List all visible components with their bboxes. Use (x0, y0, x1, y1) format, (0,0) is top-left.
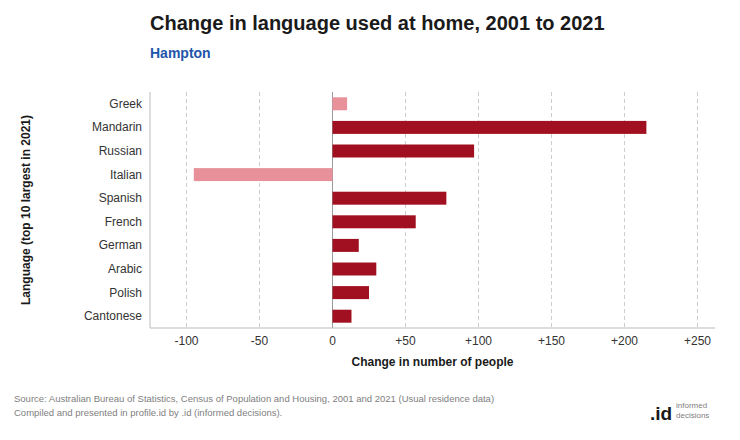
logo-text: informed (676, 401, 707, 410)
y-tick-label: Russian (99, 144, 142, 158)
x-tick-label: 0 (329, 334, 336, 348)
y-tick-label: Greek (109, 97, 143, 111)
x-tick-label: +150 (538, 334, 565, 348)
x-tick-label: -100 (174, 334, 198, 348)
grid-line (697, 92, 698, 328)
bar (332, 286, 368, 299)
grid-line (186, 92, 187, 328)
bar (332, 192, 446, 205)
x-tick-label: +100 (465, 334, 492, 348)
grid-line (259, 92, 260, 328)
logo-text: decisions (676, 411, 709, 420)
y-tick-label: Cantonese (84, 309, 142, 323)
bar (332, 215, 415, 228)
y-tick-label: German (99, 238, 142, 252)
y-tick-label: French (105, 215, 142, 229)
bar (332, 310, 351, 323)
bar (332, 239, 358, 252)
y-tick-label: Spanish (99, 191, 142, 205)
y-tick-label: Arabic (108, 262, 142, 276)
x-axis-line (150, 328, 715, 329)
chart: Change in language used at home, 2001 to… (0, 0, 740, 440)
x-tick-label: +200 (611, 334, 638, 348)
x-tick-label: +50 (395, 334, 416, 348)
logo: .id (650, 403, 672, 424)
bar (332, 145, 474, 158)
bar (194, 168, 333, 181)
background (0, 0, 740, 440)
grid (186, 92, 697, 328)
bar (332, 263, 376, 276)
x-tick-labels: -100 -50 0 +50 +100 +150 +200 +250 (174, 334, 711, 348)
y-axis-label: Language (top 10 largest in 2021) (19, 115, 33, 305)
subtitle: Hampton (150, 45, 211, 61)
y-tick-label: Mandarin (92, 120, 142, 134)
y-tick-label: Italian (110, 168, 142, 182)
bars (194, 97, 647, 322)
y-tick-labels: Cantonese Polish Arabic German French Spanish… (84, 97, 143, 323)
source-note: Source: Australian Bureau of Statistics,… (14, 393, 494, 404)
bar (332, 97, 347, 110)
x-axis-label: Change in number of people (351, 355, 513, 369)
source-note: Compiled and presented in profile.id by … (14, 407, 282, 418)
x-tick-label: +250 (684, 334, 711, 348)
bar (332, 121, 646, 134)
title: Change in language used at home, 2001 to… (150, 12, 605, 34)
y-axis-line (150, 92, 151, 328)
y-tick-label: Polish (109, 286, 142, 300)
x-tick-label: -50 (251, 334, 269, 348)
